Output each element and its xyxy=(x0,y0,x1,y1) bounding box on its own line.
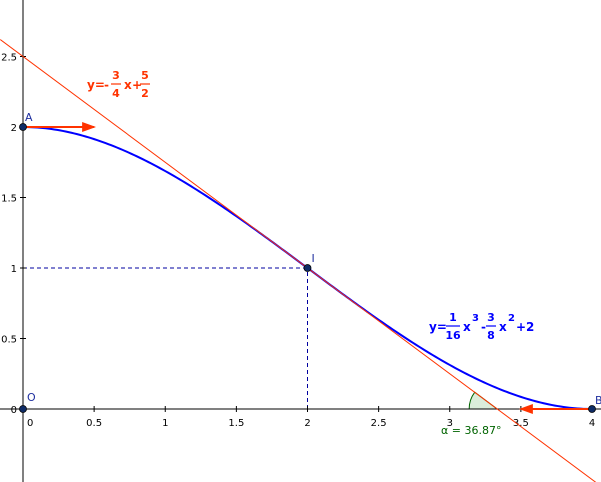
x-tick-label: 3 xyxy=(447,418,453,429)
lines-layer xyxy=(0,39,597,482)
curve-eq-x-2: x xyxy=(499,320,507,334)
curve-equation: y= 1 16 x 3 - 3 8 x 2 +2 xyxy=(429,311,534,342)
tangent-eq-lhs: y= xyxy=(87,78,105,92)
point-label-b: B xyxy=(595,394,601,407)
y-tick-label: 2 xyxy=(11,123,17,134)
angle-label: α = 36.87° xyxy=(441,424,501,437)
arrows-layer xyxy=(23,122,592,414)
point-label-o: O xyxy=(27,391,36,404)
x-tick-label: 0.5 xyxy=(86,418,102,429)
curve-eq-denominator-2: 8 xyxy=(487,329,495,342)
curve-eq-numerator-2: 3 xyxy=(487,311,495,324)
points-layer: O A I B xyxy=(19,111,601,413)
curve-eq-exponent-2: 2 xyxy=(508,313,515,324)
y-tick-label: 1.5 xyxy=(1,194,17,205)
point-b xyxy=(588,405,596,413)
curve-eq-lhs: y= xyxy=(429,320,447,334)
tangent-line xyxy=(0,39,597,482)
x-tick-label: 1.5 xyxy=(228,418,244,429)
curve-eq-numerator-1: 1 xyxy=(449,311,457,324)
curve-eq-constant: +2 xyxy=(516,320,534,334)
curve-eq-x-1: x xyxy=(463,320,471,334)
point-a xyxy=(19,123,27,131)
point-i xyxy=(303,264,312,272)
curve-eq-minus: - xyxy=(481,320,486,334)
y-tick-label: 2.5 xyxy=(1,53,17,64)
tangent-eq-denominator-1: 4 xyxy=(112,87,120,100)
x-tick-label: 4 xyxy=(589,418,595,429)
x-tick-label: 1 xyxy=(162,418,168,429)
point-label-a: A xyxy=(25,111,33,124)
tangent-eq-plus: + xyxy=(132,78,142,92)
point-label-i: I xyxy=(312,252,315,265)
tangent-eq-numerator-2: 5 xyxy=(141,69,149,82)
curve-eq-denominator-1: 16 xyxy=(445,329,461,342)
curve-eq-exponent-1: 3 xyxy=(472,313,479,324)
x-tick-label: 0 xyxy=(27,418,33,429)
x-tick-label: 3.5 xyxy=(513,418,529,429)
y-tick-label: 0.5 xyxy=(1,335,17,346)
tangent-equation: y= - 3 4 x + 5 2 xyxy=(87,69,150,100)
x-tick-label: 2 xyxy=(304,418,310,429)
point-o xyxy=(19,405,27,413)
y-tick-label: 1 xyxy=(11,264,17,275)
x-tick-label: 2.5 xyxy=(371,418,387,429)
tangent-eq-x: x xyxy=(124,78,132,92)
guides-layer xyxy=(23,267,308,409)
tangent-eq-numerator-1: 3 xyxy=(112,69,120,82)
tangent-eq-denominator-2: 2 xyxy=(141,87,149,100)
tangent-eq-minus: - xyxy=(104,78,109,92)
y-tick-label: 0 xyxy=(11,405,17,416)
